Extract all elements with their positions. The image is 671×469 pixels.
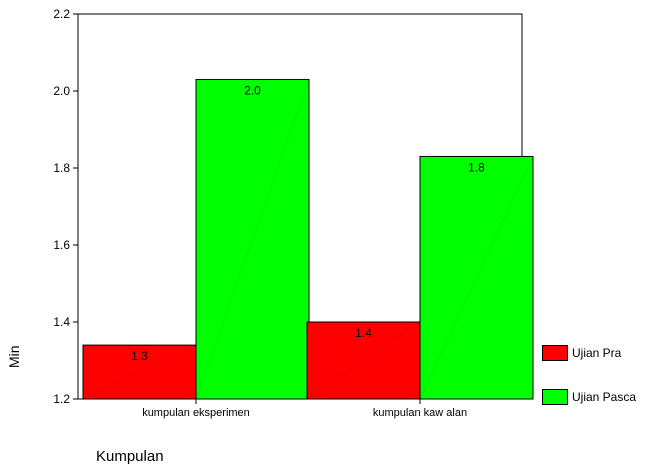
y-tick-label: 1.6 bbox=[53, 238, 70, 252]
bar-hatch-line bbox=[82, 344, 197, 400]
legend-item-ujian-pra: Ujian Pra bbox=[542, 343, 636, 363]
legend: Ujian Pra Ujian Pasca bbox=[542, 343, 636, 431]
y-tick-label: 1.4 bbox=[53, 315, 70, 329]
bar-value-label: 2.0 bbox=[244, 83, 261, 97]
x-tick-label: kumpulan eksperimen bbox=[142, 407, 250, 419]
bar-value-label: 1.3 bbox=[131, 349, 148, 363]
legend-item-ujian-pasca: Ujian Pasca bbox=[542, 387, 636, 407]
y-tick-label: 2.2 bbox=[53, 7, 70, 21]
bar-ujian-pasca-0 bbox=[195, 78, 310, 400]
bar-value-label: 1.4 bbox=[355, 326, 372, 340]
y-tick-label: 1.8 bbox=[53, 161, 70, 175]
bar-hatch-line bbox=[419, 156, 534, 400]
bar-ujian-pra-1 bbox=[306, 321, 421, 400]
bar-value-label: 1.8 bbox=[468, 160, 485, 174]
x-tick-label: kumpulan kaw alan bbox=[373, 407, 467, 419]
legend-label-ujian-pra: Ujian Pra bbox=[572, 346, 622, 360]
legend-swatch-ujian-pasca bbox=[542, 389, 568, 405]
bar-ujian-pra-0 bbox=[82, 344, 197, 400]
x-axis-title: Kumpulan bbox=[96, 448, 164, 465]
legend-label-ujian-pasca: Ujian Pasca bbox=[572, 390, 637, 404]
legend-swatch-ujian-pra bbox=[542, 345, 568, 361]
y-axis-title: Min bbox=[6, 345, 22, 368]
bar-hatch-line bbox=[306, 321, 421, 400]
y-tick-label: 1.2 bbox=[53, 392, 70, 406]
bar-ujian-pasca-1 bbox=[419, 155, 534, 400]
y-tick-label: 2.0 bbox=[53, 84, 70, 98]
bar-hatch-line bbox=[195, 79, 310, 400]
